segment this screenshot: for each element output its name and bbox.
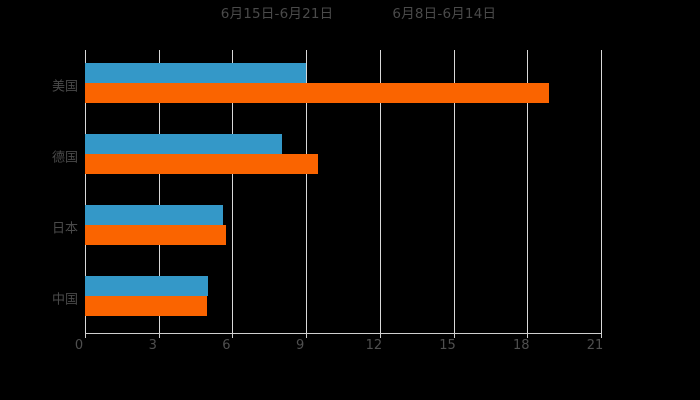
plot-area [85,50,602,333]
x-axis-tick-mark [232,333,234,338]
legend-label-series-1: 6月15日-6月21日 [220,6,334,23]
y-axis-category-label: 德国 [51,150,78,166]
gridline [306,50,308,333]
chart-legend: 6月15日-6月21日 6月8日-6月14日 [0,0,700,30]
x-axis-tick-mark [85,333,86,338]
bar-中国-series-2[interactable] [85,295,207,316]
x-axis-tick-label: 6 [222,338,231,353]
gridline [453,50,455,333]
gridline [85,50,86,333]
legend-item-series-2[interactable]: 6月8日-6月14日 [375,0,496,30]
x-axis-tick-label: 18 [513,338,530,353]
x-axis-tick-label: 21 [586,338,604,353]
legend-label-series-2: 6月8日-6月14日 [392,6,497,23]
gridline [601,50,602,333]
x-axis-tick-mark [527,333,529,338]
bar-美国-series-2[interactable] [85,83,550,104]
bar-美国-series-1[interactable] [85,63,307,84]
legend-item-series-1[interactable]: 6月15日-6月21日 [204,0,334,30]
circle-marker-icon [204,10,214,20]
x-axis-tick-label: 12 [365,338,383,353]
y-axis-category-label: 日本 [51,221,78,237]
x-axis-tick-mark [379,333,381,338]
x-axis-tick-label: 9 [296,338,305,353]
gridline [232,50,234,333]
x-axis-tick-label: 3 [148,338,157,353]
x-axis-tick-label: 15 [439,338,456,353]
bar-德国-series-1[interactable] [85,134,282,155]
bar-日本-series-1[interactable] [85,204,223,225]
bar-德国-series-2[interactable] [85,154,319,175]
x-axis-tick-mark [601,333,602,338]
bar-中国-series-1[interactable] [85,275,208,296]
square-marker-icon [375,10,385,20]
y-axis-category-label: 中国 [51,292,78,308]
x-axis-tick-mark [306,333,308,338]
gridline [379,50,381,333]
gridline [158,50,160,333]
x-axis-tick-mark [453,333,455,338]
gridline [527,50,529,333]
bar-日本-series-2[interactable] [85,224,227,245]
x-axis-tick-label: 0 [74,338,84,353]
x-axis-tick-mark [158,333,160,338]
y-axis-category-label: 美国 [51,79,78,95]
x-axis-line [85,333,602,334]
